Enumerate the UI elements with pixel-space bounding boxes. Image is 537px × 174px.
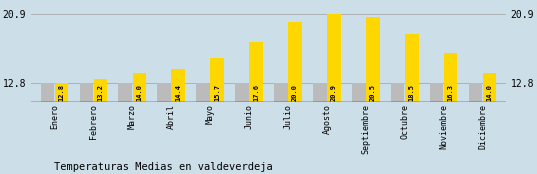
- Bar: [391, 83, 404, 102]
- Bar: [41, 83, 54, 102]
- Bar: [133, 73, 146, 102]
- Bar: [469, 83, 482, 102]
- Bar: [483, 73, 496, 102]
- Bar: [157, 83, 171, 102]
- Text: 12.8: 12.8: [59, 84, 64, 101]
- Bar: [288, 22, 302, 102]
- Bar: [352, 83, 366, 102]
- Text: 14.0: 14.0: [487, 84, 492, 101]
- Text: 14.0: 14.0: [136, 84, 142, 101]
- Text: Temperaturas Medias en valdeverdeja: Temperaturas Medias en valdeverdeja: [54, 162, 272, 172]
- Bar: [211, 58, 224, 102]
- Text: 20.9: 20.9: [331, 84, 337, 101]
- Bar: [119, 83, 132, 102]
- Bar: [197, 83, 210, 102]
- Text: 18.5: 18.5: [409, 84, 415, 101]
- Bar: [93, 80, 107, 102]
- Bar: [235, 83, 249, 102]
- Bar: [366, 17, 380, 102]
- Bar: [430, 83, 444, 102]
- Bar: [274, 83, 288, 102]
- Text: 17.6: 17.6: [253, 84, 259, 101]
- Bar: [249, 42, 263, 102]
- Bar: [444, 53, 458, 102]
- Text: 16.3: 16.3: [448, 84, 454, 101]
- Bar: [171, 69, 185, 102]
- Text: 15.7: 15.7: [214, 84, 220, 101]
- Text: 20.5: 20.5: [370, 84, 376, 101]
- Bar: [79, 83, 93, 102]
- Bar: [327, 14, 340, 102]
- Text: 13.2: 13.2: [97, 84, 104, 101]
- Bar: [313, 83, 326, 102]
- Text: 14.4: 14.4: [175, 84, 182, 101]
- Bar: [55, 83, 68, 102]
- Bar: [405, 34, 418, 102]
- Text: 20.0: 20.0: [292, 84, 298, 101]
